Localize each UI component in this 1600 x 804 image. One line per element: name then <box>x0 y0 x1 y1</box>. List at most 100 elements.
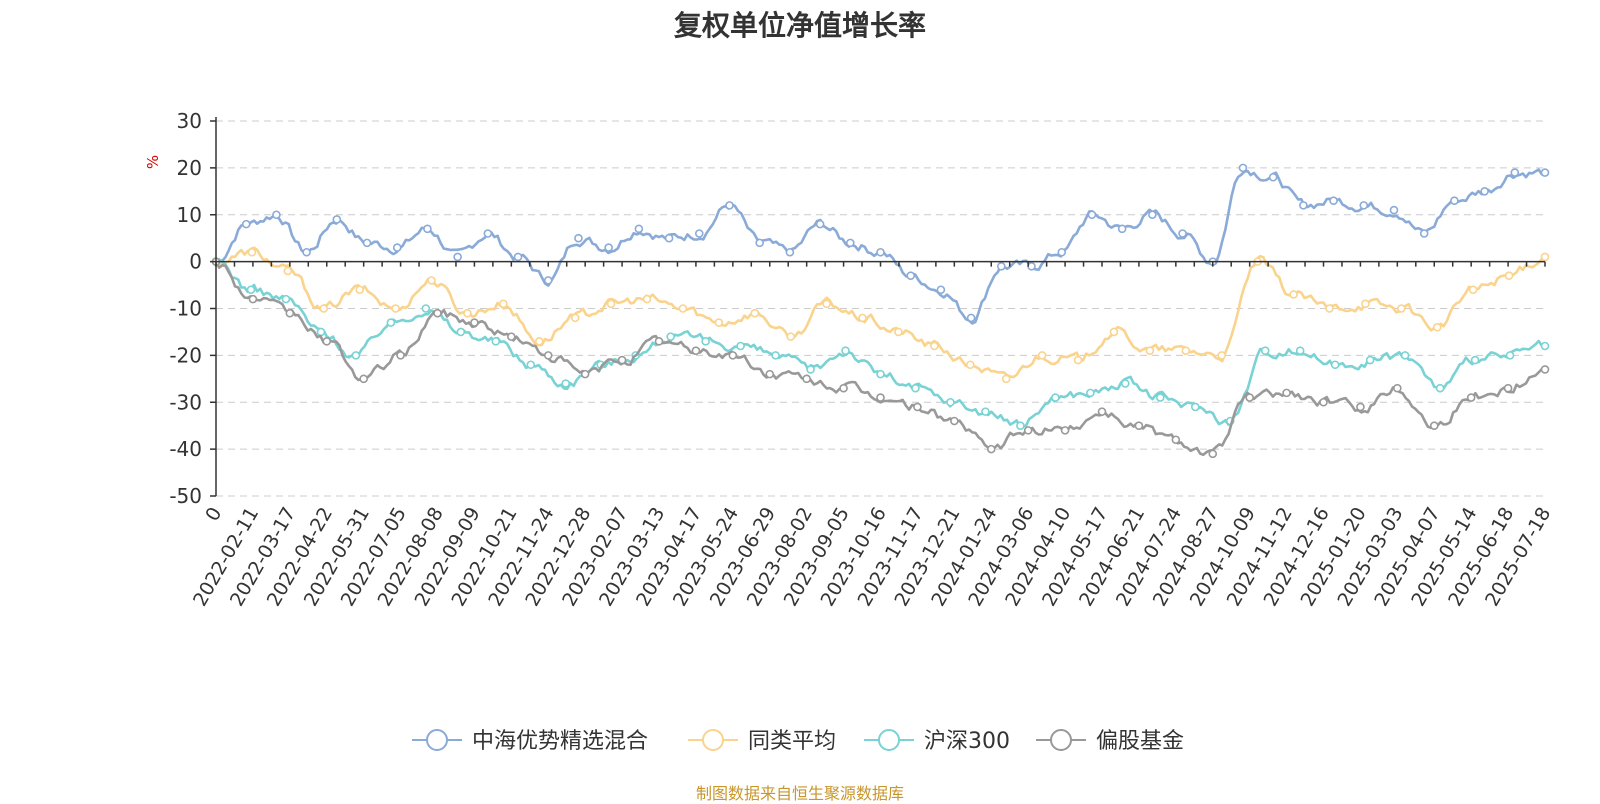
series-line <box>215 246 1546 379</box>
legend-item[interactable]: 同类平均 <box>688 729 836 754</box>
data-point <box>1121 379 1130 388</box>
legend-marker <box>426 729 448 751</box>
data-point <box>1060 426 1070 435</box>
legend-label: 同类平均 <box>748 729 836 754</box>
legend[interactable]: 中海优势精选混合 同类平均 沪深300 偏股基金 <box>412 729 1184 754</box>
data-point <box>453 252 462 262</box>
x-tick-label: 0 <box>201 504 226 525</box>
data-point <box>771 351 780 360</box>
data-point <box>1289 290 1298 299</box>
data-point <box>1027 262 1036 271</box>
data-point <box>386 318 396 327</box>
data-point <box>570 313 580 323</box>
data-point <box>561 379 571 388</box>
data-point <box>1217 351 1227 360</box>
data-point <box>322 337 332 346</box>
data-point <box>839 383 848 393</box>
data-point <box>981 407 990 416</box>
data-point <box>906 271 916 280</box>
y-tick-label: 0 <box>189 250 202 274</box>
data-point <box>332 215 342 224</box>
y-tick-label: -50 <box>169 484 202 508</box>
data-point <box>755 238 764 248</box>
data-point <box>736 341 745 351</box>
data-point <box>1134 421 1144 430</box>
data-point <box>701 337 710 346</box>
data-point <box>664 233 674 243</box>
legend-marker <box>1050 729 1072 751</box>
data-point <box>283 266 293 276</box>
legend-item[interactable]: 中海优势精选混合 <box>412 729 648 754</box>
data-point <box>1329 196 1338 205</box>
data-point <box>986 444 996 454</box>
data-point <box>1389 205 1399 215</box>
data-point <box>248 294 258 304</box>
data-point <box>285 308 295 318</box>
legend-marker <box>878 729 900 751</box>
data-point <box>1282 388 1291 398</box>
data-point <box>534 337 544 346</box>
data-point <box>1503 383 1513 393</box>
data-point <box>1181 346 1191 355</box>
data-point <box>1190 402 1200 412</box>
data-point <box>1468 285 1478 295</box>
data-point <box>456 327 466 337</box>
series-line <box>215 168 1546 325</box>
data-point <box>1016 421 1025 430</box>
data-point <box>1470 355 1480 365</box>
data-point <box>247 247 257 257</box>
data-point <box>1450 196 1459 205</box>
data-point <box>1073 355 1083 365</box>
data-point <box>351 351 361 360</box>
legend-item[interactable]: 沪深300 <box>864 729 1010 754</box>
data-point <box>491 337 501 346</box>
data-point <box>392 243 402 252</box>
data-point <box>1325 304 1334 313</box>
data-point <box>1178 229 1187 238</box>
grid-layer <box>216 120 1545 497</box>
series-group <box>211 163 1550 325</box>
series-group <box>211 246 1550 384</box>
data-point <box>355 285 364 295</box>
data-point <box>1510 168 1520 177</box>
data-point <box>1117 224 1127 234</box>
data-point <box>359 374 368 384</box>
data-point <box>1145 346 1155 355</box>
data-point <box>841 346 850 355</box>
data-point <box>930 341 939 351</box>
data-point <box>765 369 775 379</box>
data-point <box>1466 393 1476 402</box>
data-point <box>499 299 508 309</box>
y-axis-label: % <box>144 155 162 169</box>
legend-item[interactable]: 偏股基金 <box>1036 729 1184 754</box>
data-point <box>876 247 885 257</box>
data-point <box>1480 187 1489 196</box>
series-layer <box>211 163 1550 459</box>
data-point <box>1037 351 1047 360</box>
data-point <box>1109 327 1119 337</box>
data-point <box>894 327 903 337</box>
data-point <box>1001 374 1011 384</box>
data-point <box>786 332 796 341</box>
y-tick-label: -10 <box>169 297 202 321</box>
data-point <box>1087 210 1097 220</box>
data-point <box>1435 383 1445 393</box>
data-point <box>1361 299 1370 309</box>
data-point <box>858 313 867 323</box>
data-point <box>1155 393 1165 402</box>
data-point <box>543 276 553 285</box>
data-point <box>1359 201 1369 210</box>
data-point <box>319 304 329 313</box>
data-point <box>1051 393 1060 402</box>
y-tick-label: 10 <box>177 203 202 227</box>
data-point <box>1400 351 1410 360</box>
data-point <box>1319 397 1328 407</box>
data-point <box>654 337 664 346</box>
data-point <box>802 374 811 384</box>
data-point <box>433 308 442 318</box>
data-point <box>604 243 613 252</box>
data-point <box>714 318 724 327</box>
data-point <box>1330 360 1340 370</box>
data-point <box>1540 168 1550 177</box>
data-point <box>750 308 760 318</box>
